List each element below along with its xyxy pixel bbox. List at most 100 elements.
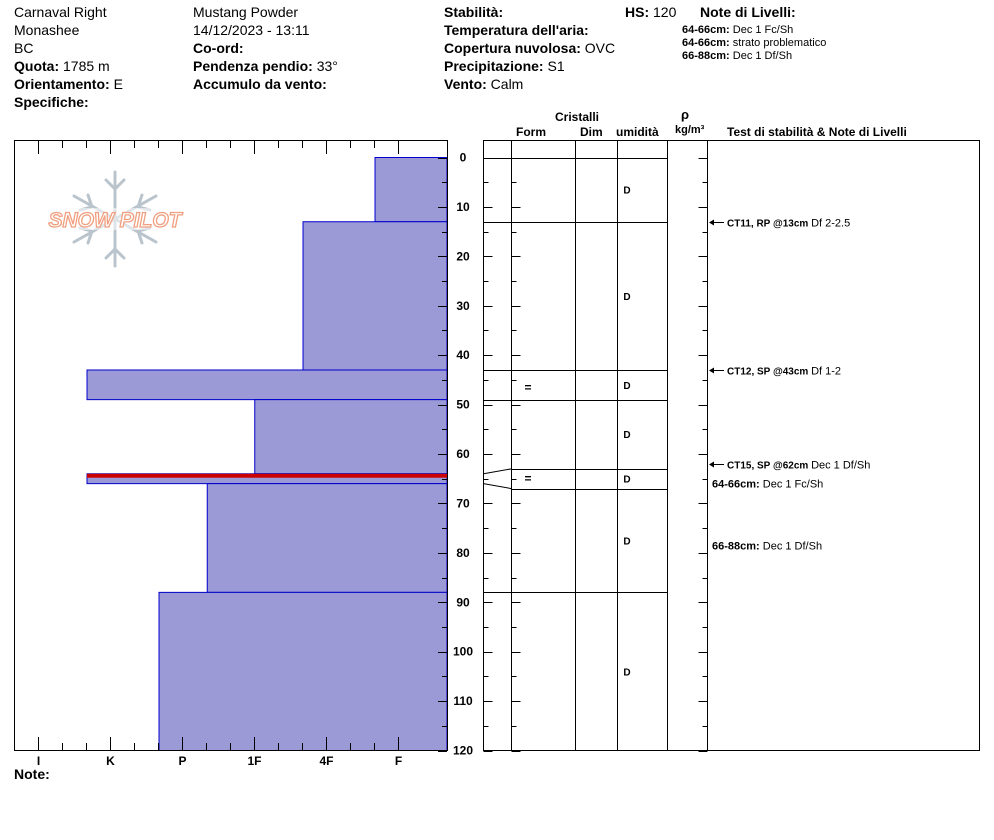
- hardness-bar: [254, 399, 448, 475]
- layer-notes-title: Note di Livelli:: [700, 4, 796, 20]
- test-arrow-head: [709, 219, 714, 226]
- sky-row: Copertura nuvolosa: OVC: [444, 40, 615, 56]
- layer-note: 64-66cm: strato problematico: [682, 37, 826, 50]
- form-header: Form: [516, 125, 546, 139]
- grain-form-symbol: =: [524, 380, 531, 394]
- layer-note-text: Dec 1 Fc/Sh: [732, 24, 794, 36]
- layer-note-depth: 64-66cm:: [682, 37, 730, 49]
- crystal-columns: = = D D D D D D D: [483, 158, 668, 678]
- aspect-row: Orientamento: E: [14, 76, 123, 92]
- tests-header: Test di stabilità & Note di Livelli: [727, 125, 907, 139]
- layer-boundary-connector: [483, 468, 512, 475]
- depth-tick-label: 90: [456, 595, 470, 609]
- layer-note-text: Dec 1 Fc/Sh: [763, 479, 824, 491]
- stability-test-code: CT12, SP @43cm: [727, 367, 811, 378]
- watermark-text: SNOW PILOT: [49, 209, 184, 232]
- stability-test-result: Df 2-2.5: [811, 218, 850, 230]
- depth-tick-label: 50: [456, 398, 470, 412]
- layer-note-text: Dec 1 Df/Sh: [763, 540, 822, 552]
- moisture-value: D: [623, 667, 630, 678]
- slope-row: Pendenza pendio: 33°: [193, 58, 338, 74]
- sky-value: OVC: [584, 40, 616, 56]
- hardness-bar: [374, 157, 448, 223]
- hardness-category-label: 4F: [319, 754, 333, 768]
- elevation-label: Quota:: [14, 58, 60, 74]
- hardness-category-label: 1F: [247, 754, 261, 768]
- hardness-bar: [158, 591, 448, 751]
- depth-tick-label: 10: [456, 200, 470, 214]
- depth-tick-label: 70: [456, 496, 470, 510]
- layer-note-depth: 66-88cm:: [712, 540, 763, 552]
- stability-test-label: CT11, RP @13cm Df 2-2.5: [727, 218, 850, 230]
- specifics-label: Specifiche:: [14, 94, 89, 110]
- size-header: Dim: [580, 125, 603, 139]
- coord-label: Co-ord:: [193, 40, 244, 56]
- wind-value: Calm: [490, 76, 524, 92]
- mountain-range: Monashee: [14, 22, 80, 38]
- layer-note-label: 64-66cm: Dec 1 Fc/Sh: [712, 479, 823, 491]
- crystal-table-frame: [483, 140, 980, 751]
- hs-value: 120: [653, 4, 677, 20]
- layer-note: 66-88cm: Dec 1 Df/Sh: [682, 50, 792, 63]
- sky-label: Copertura nuvolosa:: [444, 40, 581, 56]
- wind-loading-label: Accumulo da vento:: [193, 76, 327, 92]
- layer-note: 64-66cm: Dec 1 Fc/Sh: [682, 24, 793, 37]
- layer-note-text: Dec 1 Df/Sh: [732, 50, 793, 62]
- stability-tests: CT11, RP @13cm Df 2-2.5 CT12, SP @43cm Df…: [709, 218, 870, 552]
- crystals-header: Cristalli: [555, 110, 600, 124]
- depth-tick-label: 40: [456, 348, 470, 362]
- air-temp-label: Temperatura dell'aria:: [444, 22, 589, 38]
- aspect-label: Orientamento:: [14, 76, 110, 92]
- depth-tick-label: 120: [453, 744, 473, 758]
- layer-boundary-connector: [483, 483, 512, 490]
- depth-tick-label: 110: [453, 694, 473, 708]
- observation-datetime: 14/12/2023 - 13:11: [193, 22, 310, 38]
- wind-label: Vento:: [444, 76, 487, 92]
- test-arrow-head: [709, 367, 714, 374]
- location-name: Carnaval Right: [14, 4, 107, 20]
- stability-test-result: Df 1-2: [811, 366, 841, 378]
- precip-value: S1: [547, 58, 565, 74]
- axis-labels: 0 10 20 30 40 50 60 70 80 90 100 110 120 I K P 1F 4F F: [37, 151, 474, 769]
- hs-label: HS:: [625, 4, 650, 20]
- layer-note-depth: 64-66cm:: [682, 24, 730, 36]
- elevation-value: 1785 m: [63, 58, 110, 74]
- moisture-value: D: [623, 381, 630, 392]
- layer-note-depth: 66-88cm:: [682, 50, 730, 62]
- hardness-category-label: I: [37, 754, 40, 768]
- chart-frames: [14, 140, 980, 751]
- operation-name: Mustang Powder: [193, 4, 299, 20]
- hardness-category-label: K: [106, 754, 115, 768]
- weak-layer-band: [87, 473, 447, 478]
- depth-tick-label: 0: [460, 151, 467, 165]
- stability-label: Stabilità:: [444, 4, 504, 20]
- grain-form-symbol: =: [524, 472, 531, 486]
- hardness-category-label: P: [178, 754, 186, 768]
- stability-test-label: CT15, SP @62cm Dec 1 Df/Sh: [727, 460, 870, 472]
- stability-test-result: Dec 1 Df/Sh: [811, 460, 870, 472]
- layer-note-depth: 64-66cm:: [712, 479, 763, 491]
- moisture-value: D: [623, 430, 630, 441]
- depth-tick-label: 80: [456, 546, 470, 560]
- note-label: Note:: [14, 766, 50, 782]
- slope-label: Pendenza pendio:: [193, 58, 313, 74]
- hardness-bar: [206, 483, 448, 593]
- precip-label: Precipitazione:: [444, 58, 544, 74]
- hardness-category-label: F: [395, 754, 402, 768]
- moisture-value: D: [623, 186, 630, 197]
- test-arrow-head: [709, 461, 714, 468]
- moisture-value: D: [623, 292, 630, 303]
- stability-test-code: CT15, SP @62cm: [727, 461, 811, 472]
- hs-row: HS: 120: [625, 4, 676, 20]
- depth-tick-label: 20: [456, 249, 470, 263]
- depth-tick-label: 60: [456, 447, 470, 461]
- moisture-header: umidità: [616, 125, 659, 139]
- density-unit: kg/m³: [675, 124, 705, 136]
- layer-note-text: strato problematico: [732, 37, 827, 49]
- depth-tick-label: 30: [456, 299, 470, 313]
- hardness-bars: [86, 157, 448, 751]
- depth-tick-label: 100: [453, 645, 473, 659]
- aspect-value: E: [113, 76, 123, 92]
- elevation-row: Quota: 1785 m: [14, 58, 110, 74]
